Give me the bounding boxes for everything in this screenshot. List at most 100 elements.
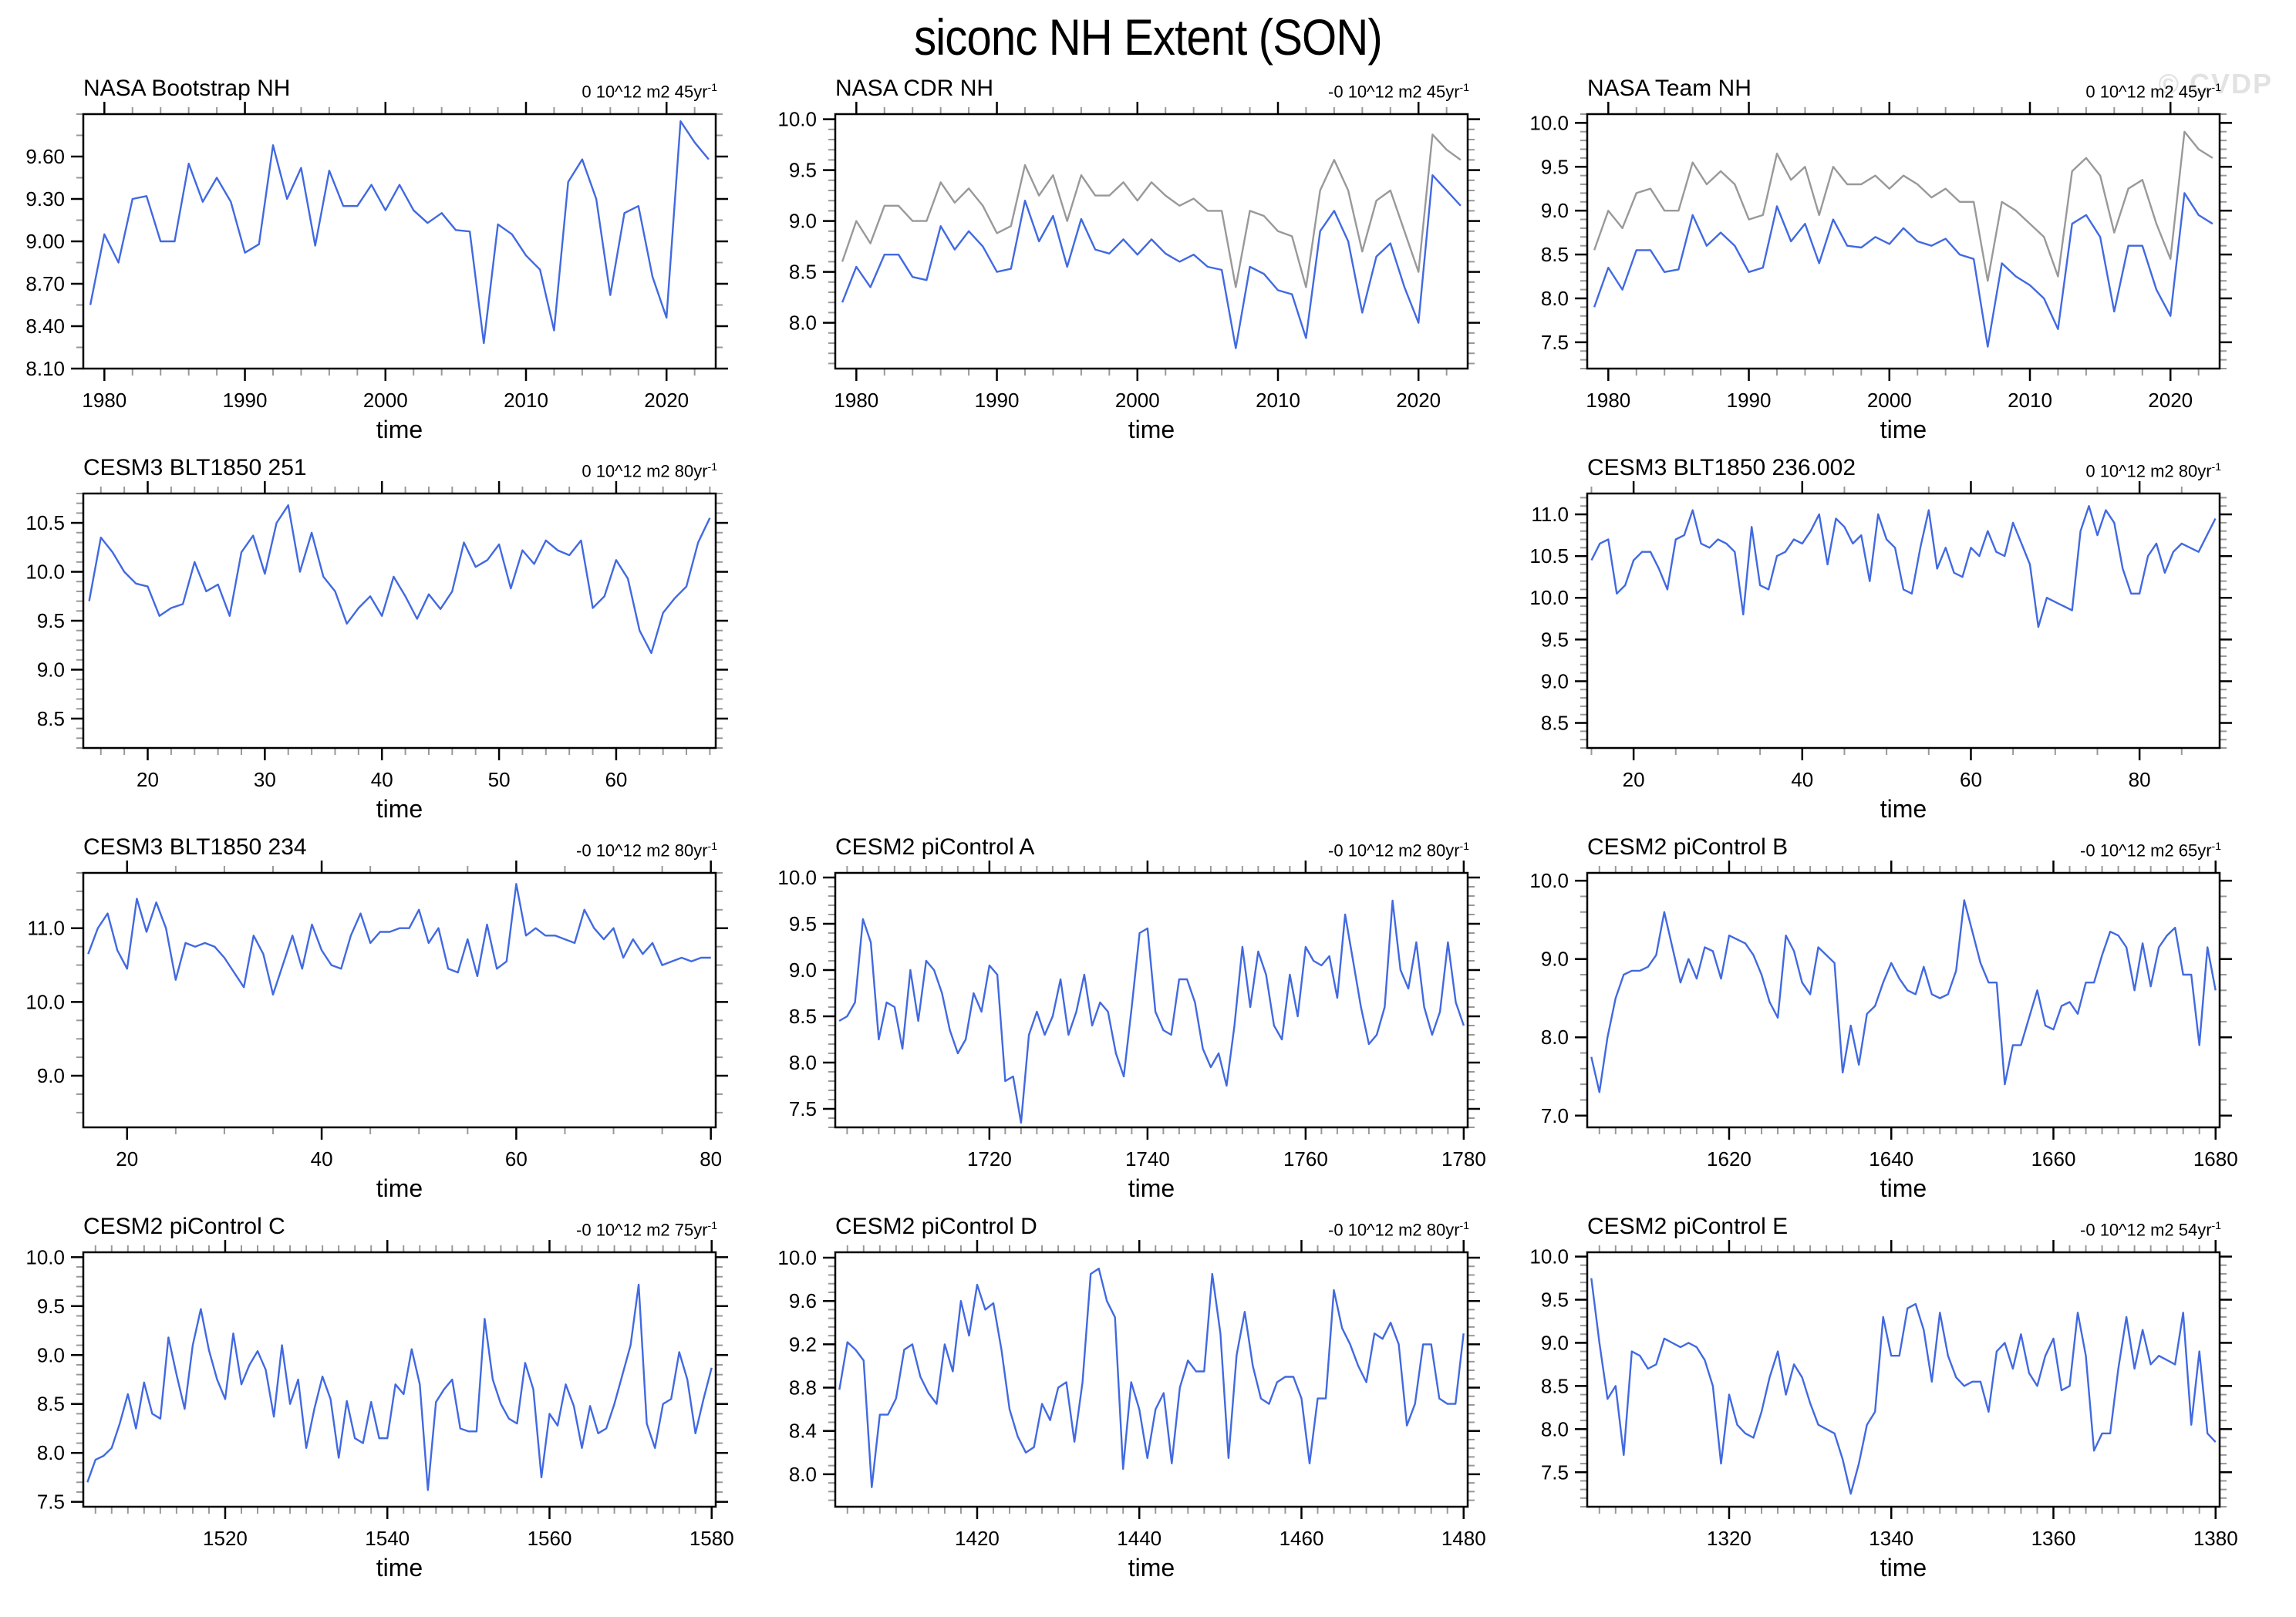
svg-text:1760: 1760 [1283,1147,1328,1171]
svg-text:2010: 2010 [504,389,548,412]
major-ticks [1575,481,2232,760]
major-ticks [1575,102,2232,381]
panel-header: CESM3 BLT1850 234 -0 10^12 m2 80yr-1 [83,833,717,861]
svg-text:1660: 1660 [2031,1147,2076,1171]
x-axis-label: time [1128,1554,1175,1582]
panel-chart: 1420 1440 1460 1480 8.0 8.4 8.8 9.2 9.6 10.0 time [777,1240,1486,1582]
major-ticks [1575,861,2232,1140]
svg-text:50: 50 [488,768,511,791]
trend-annotation: 0 10^12 m2 80yr-1 [582,460,717,480]
svg-text:9.6: 9.6 [789,1289,817,1312]
svg-text:10.0: 10.0 [1529,869,1569,892]
chart-line-secondary [841,133,1462,288]
minor-ticks [828,866,1475,1134]
svg-text:9.0: 9.0 [1541,199,1569,222]
svg-text:11.0: 11.0 [27,917,65,940]
panel-header: CESM2 piControl A -0 10^12 m2 80yr-1 [835,833,1469,861]
panel-cesm3-blt1850-234: CESM3 BLT1850 234 -0 10^12 m2 80yr-1 20 40 6… [10,833,739,1204]
svg-text:10.0: 10.0 [1529,586,1569,609]
panel-title: CESM2 piControl B [1587,834,1789,860]
svg-text:1360: 1360 [2031,1527,2076,1550]
svg-text:7.5: 7.5 [789,1097,817,1120]
svg-text:9.5: 9.5 [789,912,817,935]
svg-text:7.5: 7.5 [1541,331,1569,354]
panel-header: NASA CDR NH -0 10^12 m2 45yr-1 [835,74,1469,102]
x-axis-tick-labels: 20 40 60 80 [1623,768,2151,791]
x-axis-label: time [1880,1174,1927,1202]
svg-text:1460: 1460 [1279,1527,1324,1550]
svg-text:60: 60 [1960,768,1982,791]
minor-ticks [828,1245,1475,1514]
svg-text:9.5: 9.5 [1541,628,1569,651]
minor-ticks [76,487,723,755]
panel-chart: 1320 1340 1360 1380 7.5 8.0 8.5 9.0 9.5 10.0 time [1529,1240,2238,1582]
svg-text:8.0: 8.0 [789,1463,817,1486]
svg-text:9.0: 9.0 [789,210,817,233]
svg-text:2020: 2020 [644,389,689,412]
panel-title: CESM3 BLT1850 234 [83,834,307,860]
svg-text:1740: 1740 [1125,1147,1170,1171]
panel-header: CESM2 piControl E -0 10^12 m2 54yr-1 [1587,1212,2221,1240]
svg-text:1520: 1520 [203,1527,248,1550]
panel-chart: 1980 1990 2000 2010 2020 8.10 8.40 8.70 9.00 9.30… [25,102,728,443]
svg-text:7.0: 7.0 [1541,1104,1569,1127]
svg-text:60: 60 [505,1147,528,1171]
svg-text:20: 20 [1623,768,1645,791]
trend-annotation: 0 10^12 m2 80yr-1 [2085,460,2221,480]
svg-text:80: 80 [700,1147,722,1171]
major-ticks [823,861,1480,1140]
svg-text:40: 40 [1791,768,1813,791]
x-axis-label: time [1880,416,1927,443]
panel-header: NASA Bootstrap NH 0 10^12 m2 45yr-1 [83,74,717,102]
panel-header: CESM2 piControl C -0 10^12 m2 75yr-1 [83,1212,717,1240]
chart-line [1590,505,2217,628]
minor-ticks [1580,866,2227,1134]
y-axis-tick-labels: 7.5 8.0 8.5 9.0 9.5 10.0 [777,866,817,1120]
svg-text:7.5: 7.5 [1541,1460,1569,1484]
svg-text:8.5: 8.5 [789,261,817,284]
x-axis-tick-labels: 20 30 40 50 60 [137,768,627,791]
x-axis-label: time [1880,795,1927,823]
panel-chart: 1720 1740 1760 1780 7.5 8.0 8.5 9.0 9.5 10.0 time [777,861,1486,1202]
major-ticks [1575,1240,2232,1519]
svg-text:1640: 1640 [1869,1147,1913,1171]
cvdp-figure-page: siconc NH Extent (SON) © CVDP NASA Boots… [10,8,2271,1584]
svg-text:8.5: 8.5 [1541,243,1569,266]
svg-text:9.0: 9.0 [37,1064,65,1087]
svg-text:2010: 2010 [2008,389,2052,412]
svg-text:9.5: 9.5 [37,1295,65,1318]
svg-text:8.40: 8.40 [25,315,65,338]
major-ticks [71,481,728,760]
minor-ticks [76,866,723,1134]
svg-text:1980: 1980 [82,389,126,412]
panel-chart: 20 40 60 80 8.5 9.0 9.5 10.0 10.5 11.0 time [1529,481,2232,823]
svg-text:10.5: 10.5 [1529,544,1569,568]
panel-chart: 20 40 60 80 9.0 10.0 11.0 time [25,861,728,1202]
x-axis-label: time [376,795,423,823]
panel-header: CESM3 BLT1850 236.002 0 10^12 m2 80yr-1 [1587,453,2221,481]
panel-chart: 1520 1540 1560 1580 7.5 8.0 8.5 9.0 9.5 10.0 time [25,1240,734,1582]
svg-text:10.0: 10.0 [25,561,65,584]
svg-text:1320: 1320 [1707,1527,1752,1550]
x-axis-tick-labels: 1320 1340 1360 1380 [1707,1527,2238,1550]
svg-text:10.0: 10.0 [25,990,65,1013]
y-axis-tick-labels: 8.10 8.40 8.70 9.00 9.30 9.60 [25,145,65,380]
x-axis-tick-labels: 1980 1990 2000 2010 2020 [1586,389,2193,412]
trend-annotation: -0 10^12 m2 75yr-1 [576,1218,717,1239]
svg-text:8.0: 8.0 [789,312,817,335]
panel-cesm2-picontrol-c: CESM2 piControl C -0 10^12 m2 75yr-1 1520 1… [10,1212,739,1584]
svg-text:1720: 1720 [967,1147,1012,1171]
chart-line [838,899,1465,1124]
svg-text:1580: 1580 [689,1527,734,1550]
x-axis-tick-labels: 1980 1990 2000 2010 2020 [82,389,689,412]
svg-text:7.5: 7.5 [37,1491,65,1514]
chart-line [841,173,1462,349]
svg-text:8.5: 8.5 [1541,1374,1569,1397]
svg-text:40: 40 [371,768,393,791]
chart-line-secondary [1593,130,2213,282]
major-ticks [823,102,1480,381]
svg-text:10.0: 10.0 [1529,1245,1569,1268]
svg-text:8.5: 8.5 [37,1393,65,1416]
svg-text:10.5: 10.5 [25,511,65,534]
x-axis-tick-labels: 1620 1640 1660 1680 [1707,1147,2238,1171]
